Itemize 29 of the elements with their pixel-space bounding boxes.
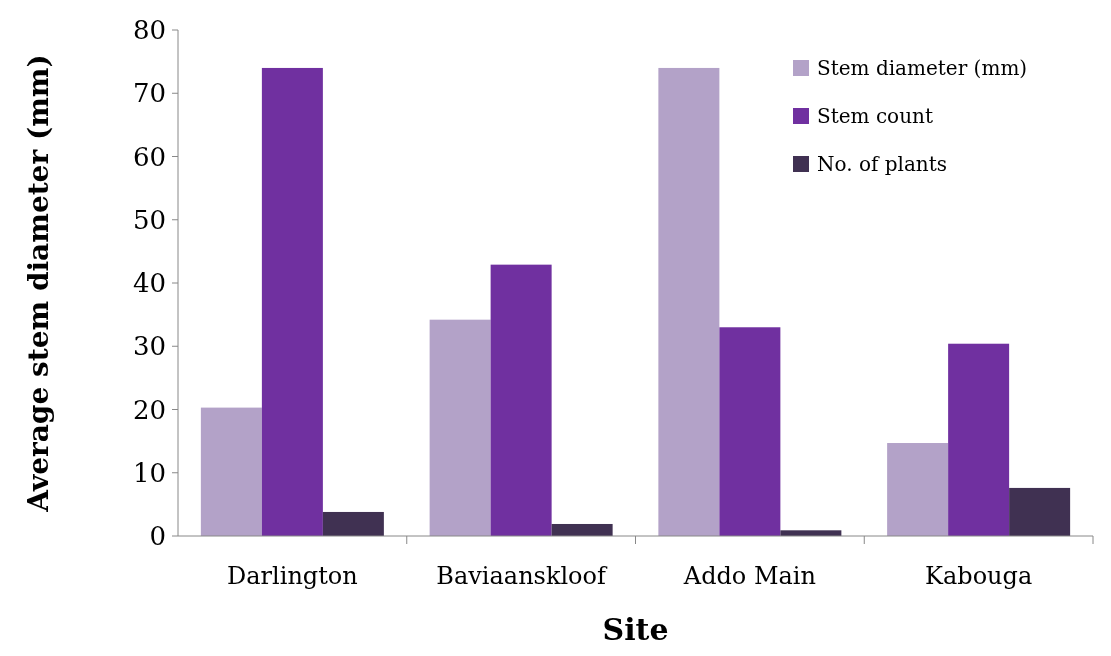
- legend-label: No. of plants: [817, 152, 948, 176]
- x-axis-title: Site: [602, 612, 669, 647]
- bar: [1009, 487, 1071, 536]
- x-tick-label: Darlington: [227, 562, 358, 590]
- bar: [551, 523, 613, 536]
- y-tick-label: 20: [132, 394, 166, 425]
- bar: [887, 443, 949, 536]
- x-tick-label: Kabouga: [925, 562, 1033, 590]
- y-tick-label: 80: [132, 15, 166, 46]
- bar: [948, 343, 1010, 536]
- x-tick-label: Addo Main: [682, 562, 816, 590]
- y-tick-label: 30: [132, 331, 166, 362]
- bar: [261, 67, 323, 536]
- y-tick-label: 10: [132, 457, 166, 488]
- y-tick-label: 50: [132, 204, 166, 235]
- bar: [658, 67, 720, 536]
- y-tick-label: 60: [132, 141, 166, 172]
- bar: [200, 407, 262, 536]
- y-axis-title: Average stem diameter (mm): [22, 54, 55, 513]
- bar: [719, 327, 781, 536]
- bar: [322, 511, 384, 536]
- legend-label: Stem diameter (mm): [817, 56, 1028, 80]
- y-tick-label: 0: [149, 521, 166, 552]
- x-tick-label: Baviaanskloof: [436, 562, 609, 590]
- legend-label: Stem count: [817, 104, 933, 128]
- bar: [429, 319, 491, 536]
- y-tick-label: 70: [132, 78, 166, 109]
- y-tick-label: 40: [132, 268, 166, 299]
- bar: [490, 264, 552, 536]
